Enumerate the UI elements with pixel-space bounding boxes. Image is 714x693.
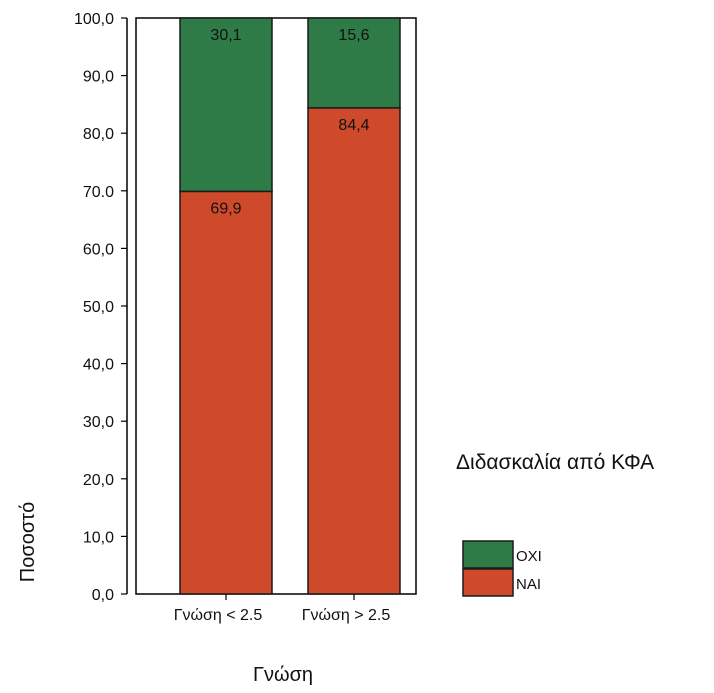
x-axis-label: Γνώση	[253, 664, 313, 686]
y-tick-label: 70.0	[83, 184, 114, 201]
bar-segment	[179, 17, 273, 193]
y-tick-label: 40,0	[83, 357, 114, 374]
data-label: 84,4	[338, 117, 369, 134]
y-tick-label: 80,0	[83, 126, 114, 143]
legend-title: Διδασκαλία από ΚΦΑ	[456, 451, 654, 474]
y-ticks: 0,0 10,0 20,0 30,0 40,0 50,0 60,0 70.0 80,0 90,0 1…	[74, 11, 127, 604]
bar-segment	[307, 107, 401, 595]
data-label: 30,1	[210, 27, 241, 44]
x-ticks: Γνώση < 2.5 Γνώση > 2.5	[174, 594, 391, 624]
legend-label: ΝΑΙ	[516, 576, 541, 593]
y-tick-label: 90,0	[83, 69, 114, 86]
y-tick-label: 10,0	[83, 529, 114, 546]
bar-segment	[307, 17, 401, 109]
data-label: 15,6	[338, 27, 369, 44]
y-axis-label: Ποσοστό	[17, 502, 39, 582]
x-tick-label: Γνώση < 2.5	[174, 607, 263, 624]
bar-segment	[179, 190, 273, 595]
legend-items: ΟΧΙ ΝΑΙ	[462, 540, 542, 597]
y-tick-label: 0,0	[92, 587, 114, 604]
y-tick-label: 100,0	[74, 11, 114, 28]
x-tick-label: Γνώση > 2.5	[302, 607, 391, 624]
legend-swatch	[462, 568, 514, 597]
legend-swatch	[462, 540, 514, 569]
legend-label: ΟΧΙ	[516, 548, 542, 565]
y-tick-label: 60,0	[83, 241, 114, 258]
y-tick-label: 50,0	[83, 299, 114, 316]
y-tick-label: 20,0	[83, 472, 114, 489]
y-tick-label: 30,0	[83, 414, 114, 431]
data-label: 69,9	[210, 200, 241, 217]
bars: 69,9 30,1 84,4 15,6	[179, 17, 401, 595]
legend: Διδασκαλία από ΚΦΑ ΟΧΙ ΝΑΙ	[456, 451, 654, 597]
